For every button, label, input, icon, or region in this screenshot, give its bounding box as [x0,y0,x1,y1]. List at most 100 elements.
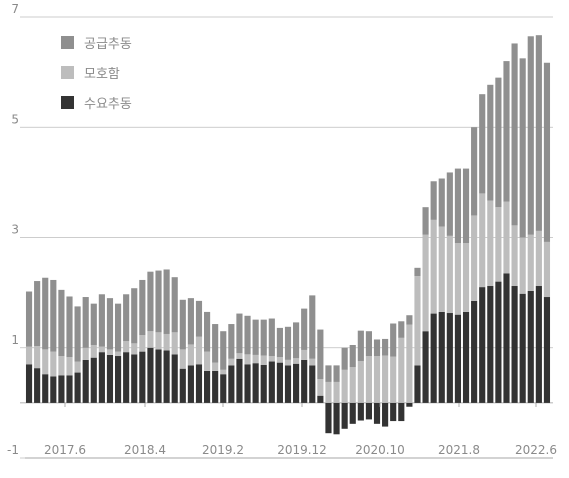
bar-segment [446,313,453,403]
bar-segment [341,369,348,403]
bar-segment [446,235,453,314]
x-tick-label: 2021.8 [438,443,480,457]
y-tick-label: -1 [7,443,19,457]
bar-segment [106,298,114,350]
bar-segment [341,402,348,429]
bar-segment [422,207,429,235]
bar-segment [487,84,494,201]
bar-segment [293,363,300,403]
legend-swatch [61,66,74,79]
bar-segment [58,289,65,357]
axes: 7 5 3 1 -1 2017.6 2018.4 2019.2 2019.12 2020.10 20… [7,2,557,459]
bar-segment [382,402,389,427]
bar-segment [487,286,494,403]
bar-segment [495,77,502,208]
bar-segment [390,356,397,403]
bar-segment [430,219,437,314]
y-tick-label: 3 [11,223,19,237]
bar-segment [25,364,33,403]
bar-segment [317,329,324,380]
bar-segment [268,361,275,403]
bar-segment [228,358,235,366]
y-tick-label: 1 [11,333,19,347]
legend-label: 모호함 [84,67,120,82]
bar-segment [276,362,283,403]
bar-segment [34,368,41,403]
bar-segment [252,363,259,403]
bar-segment [228,324,235,359]
bar-segment [365,402,372,420]
bar-segment [90,344,97,358]
bar-segment [373,402,381,424]
bar-segment [42,277,49,350]
bar-segment [82,359,89,403]
bar-segment [268,356,275,362]
bar-segment [301,359,308,403]
bar-segment [293,322,300,359]
bar-segment [373,356,381,403]
bar-segment [543,297,551,403]
bar-segment [495,281,502,403]
bar-segment [430,313,437,403]
bar-segment [147,331,154,348]
y-tick-label: 5 [11,112,19,126]
x-tick-label: 2020.10 [355,443,405,457]
bar-segment [187,298,194,345]
bar-segment [284,365,292,403]
bar-segment [147,271,154,332]
y-tick-label: 7 [11,2,19,16]
bar-segment [244,354,251,365]
bar-segment [171,354,178,403]
bar-segment [50,376,57,403]
bar-segment [390,323,397,357]
bar-segment [430,181,437,220]
bar-segment [212,370,219,403]
bar-segment [519,237,526,294]
bar-segment [228,365,235,403]
bar-segment [511,43,518,226]
bar-segment [236,353,243,359]
bar-segment [171,332,178,355]
bar-segment [333,402,340,435]
bar-segment [114,303,122,352]
bar-segment [527,234,534,291]
bar-segment [373,339,381,357]
bar-segment [187,344,194,366]
bar-segment [511,286,518,403]
bar-segment [487,200,494,287]
bar-segment [131,354,138,403]
bar-segment [325,365,332,382]
bar-segment [220,374,227,403]
bar-segment [333,365,340,382]
bar-segment [244,315,251,355]
bar-segment [479,94,486,194]
bar-segment [212,324,219,363]
bar-segment [58,356,65,376]
bar-segment [58,375,65,403]
bar-segment [462,311,470,403]
bar-segment [195,300,203,337]
bar-segment [252,319,259,355]
x-tick-label: 2019.12 [277,443,327,457]
bar-segment [309,365,316,403]
bar-segment [187,365,194,403]
bar-segment [462,243,470,312]
bar-segment [317,379,324,396]
bar-segment [276,357,283,363]
bar-segment [147,347,154,403]
bar-segment [543,241,551,298]
bar-segment [82,297,89,348]
bar-segment [220,369,227,375]
bar-segment [438,226,445,312]
bar-segment [495,207,502,282]
bar-segment [66,375,73,403]
bar-segment [82,347,89,360]
bar-segment [34,281,41,347]
bar-segment [163,333,170,351]
bars [25,35,551,435]
bar-segment [195,336,203,365]
bar-segment [155,349,162,403]
bar-segment [382,355,389,403]
